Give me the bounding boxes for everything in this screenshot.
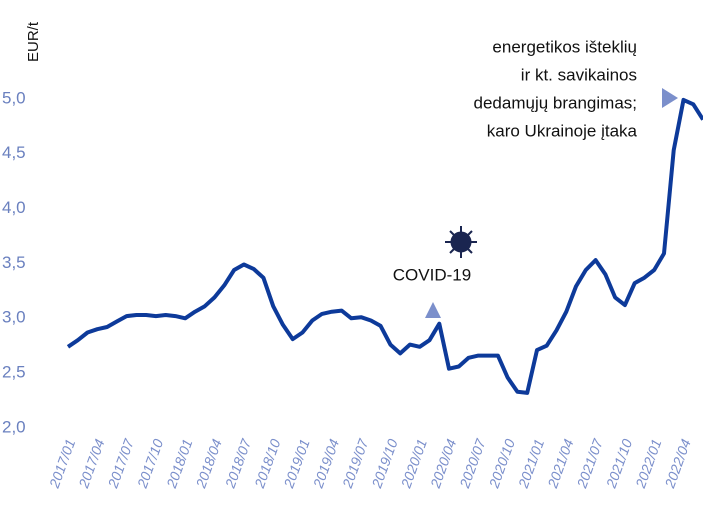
x-tick-label: 2018/10 — [251, 437, 284, 491]
y-axis-label: EUR/t — [25, 21, 42, 62]
x-tick-label: 2017/04 — [75, 437, 108, 491]
x-tick-label: 2021/04 — [544, 437, 577, 491]
y-tick-label: 3,0 — [2, 308, 26, 327]
x-tick-label: 2018/01 — [163, 437, 196, 491]
arrow — [425, 302, 441, 318]
x-tick-label: 2019/01 — [280, 437, 313, 491]
x-tick-label: 2020/07 — [456, 436, 489, 491]
x-tick-label: 2017/01 — [46, 437, 79, 491]
annotation: dedamųjų brangimas; — [474, 93, 637, 112]
x-tick-label: 2018/07 — [221, 436, 254, 491]
x-tick-label: 2020/10 — [485, 437, 518, 491]
annotation: karo Ukrainoje įtaka — [487, 121, 638, 140]
x-tick-label: 2019/10 — [368, 437, 401, 491]
x-tick-label: 2019/07 — [339, 436, 372, 491]
x-tick-label: 2018/04 — [192, 437, 225, 491]
x-tick-label: 2021/01 — [515, 437, 548, 491]
x-tick-label: 2017/10 — [134, 437, 167, 491]
x-tick-label: 2022/04 — [661, 437, 694, 491]
y-tick-label: 2,0 — [2, 417, 26, 436]
y-tick-label: 2,5 — [2, 363, 26, 382]
x-tick-label: 2020/01 — [397, 437, 430, 491]
x-tick-label: 2017/07 — [104, 436, 137, 491]
arrow — [662, 88, 678, 108]
x-tick-label: 2021/10 — [603, 437, 636, 491]
annotation: energetikos išteklių — [492, 37, 637, 56]
x-tick-label: 2021/07 — [573, 436, 606, 491]
virus-icon — [445, 226, 477, 258]
y-tick-label: 5,0 — [2, 88, 26, 107]
y-tick-label: 3,5 — [2, 253, 26, 272]
annotation: COVID-19 — [393, 265, 471, 284]
x-tick-label: 2020/04 — [427, 437, 460, 491]
y-tick-label: 4,5 — [2, 143, 26, 162]
line — [66, 97, 703, 395]
annotation: ir kt. savikainos — [521, 65, 637, 84]
y-tick-label: 4,0 — [2, 198, 26, 217]
x-tick-label: 2022/01 — [632, 437, 665, 491]
x-tick-label: 2019/04 — [309, 437, 342, 491]
